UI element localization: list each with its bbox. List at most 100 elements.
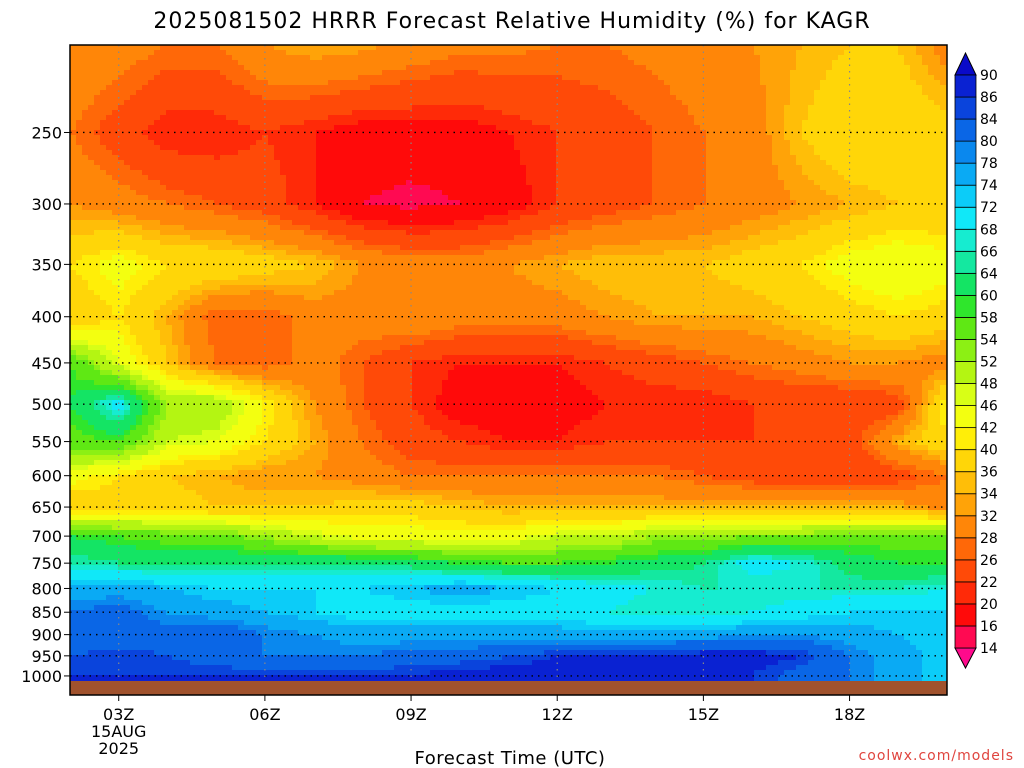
humidity-cell (190, 75, 197, 81)
humidity-cell (418, 160, 425, 166)
humidity-cell (184, 45, 191, 51)
humidity-cell (874, 55, 881, 61)
humidity-cell (460, 170, 467, 176)
humidity-cell (754, 110, 761, 116)
humidity-cell (802, 115, 809, 121)
humidity-cell (730, 60, 737, 66)
humidity-cell (190, 150, 197, 156)
humidity-cell (634, 105, 641, 111)
humidity-cell (784, 205, 791, 211)
humidity-cell (508, 110, 515, 116)
humidity-cell (286, 210, 293, 216)
humidity-cell (730, 120, 737, 126)
humidity-cell (478, 65, 485, 71)
humidity-cell (808, 110, 815, 116)
humidity-cell (784, 100, 791, 106)
humidity-cell (574, 85, 581, 91)
humidity-cell (634, 175, 641, 181)
humidity-cell (508, 205, 515, 211)
humidity-cell (268, 200, 275, 206)
humidity-cell (448, 55, 455, 61)
humidity-cell (196, 80, 203, 86)
humidity-cell (832, 90, 839, 96)
humidity-cell (172, 85, 179, 91)
humidity-cell (376, 175, 383, 181)
humidity-cell (928, 85, 935, 91)
humidity-cell (250, 105, 257, 111)
humidity-cell (346, 70, 353, 76)
humidity-cell (634, 195, 641, 201)
humidity-cell (580, 150, 587, 156)
humidity-cell (754, 95, 761, 101)
humidity-cell (904, 80, 911, 86)
humidity-cell (892, 45, 899, 51)
humidity-cell (544, 170, 551, 176)
humidity-cell (916, 110, 923, 116)
humidity-cell (388, 90, 395, 96)
humidity-cell (940, 205, 947, 211)
humidity-cell (304, 95, 311, 101)
humidity-cell (568, 165, 575, 171)
humidity-cell (538, 70, 545, 76)
humidity-cell (730, 135, 737, 141)
humidity-cell (154, 110, 161, 116)
humidity-cell (700, 105, 707, 111)
humidity-cell (130, 180, 137, 186)
humidity-cell (550, 195, 557, 201)
humidity-cell (568, 205, 575, 211)
humidity-cell (100, 50, 107, 56)
humidity-cell (574, 135, 581, 141)
humidity-cell (478, 190, 485, 196)
humidity-cell (214, 190, 221, 196)
humidity-cell (274, 45, 281, 51)
humidity-cell (442, 185, 449, 191)
humidity-cell (754, 190, 761, 196)
humidity-cell (634, 95, 641, 101)
humidity-cell (262, 145, 269, 151)
humidity-cell (160, 185, 167, 191)
humidity-cell (280, 170, 287, 176)
humidity-cell (148, 170, 155, 176)
humidity-cell (922, 110, 929, 116)
humidity-cell (298, 170, 305, 176)
humidity-cell (502, 120, 509, 126)
humidity-cell (754, 150, 761, 156)
humidity-cell (118, 180, 125, 186)
humidity-cell (496, 80, 503, 86)
humidity-cell (856, 170, 863, 176)
humidity-cell (520, 185, 527, 191)
humidity-cell (844, 95, 851, 101)
humidity-cell (544, 70, 551, 76)
humidity-cell (850, 165, 857, 171)
humidity-cell (868, 100, 875, 106)
humidity-cell (934, 130, 941, 136)
humidity-cell (664, 60, 671, 66)
humidity-cell (298, 135, 305, 141)
humidity-cell (316, 70, 323, 76)
humidity-cell (496, 110, 503, 116)
humidity-cell (214, 105, 221, 111)
humidity-cell (466, 50, 473, 56)
humidity-cell (556, 70, 563, 76)
humidity-cell (112, 45, 119, 51)
humidity-cell (154, 115, 161, 121)
humidity-cell (856, 75, 863, 81)
humidity-cell (142, 155, 149, 161)
humidity-cell (622, 45, 629, 51)
humidity-cell (886, 145, 893, 151)
humidity-cell (256, 190, 263, 196)
humidity-cell (928, 140, 935, 146)
humidity-cell (898, 190, 905, 196)
humidity-cell (934, 75, 941, 81)
humidity-cell (250, 195, 257, 201)
humidity-cell (316, 100, 323, 106)
humidity-cell (898, 200, 905, 206)
humidity-cell (208, 125, 215, 131)
humidity-cell (784, 105, 791, 111)
humidity-cell (904, 125, 911, 131)
humidity-cell (652, 50, 659, 56)
humidity-cell (844, 135, 851, 141)
humidity-cell (304, 195, 311, 201)
humidity-cell (940, 115, 947, 121)
humidity-cell (70, 130, 77, 136)
